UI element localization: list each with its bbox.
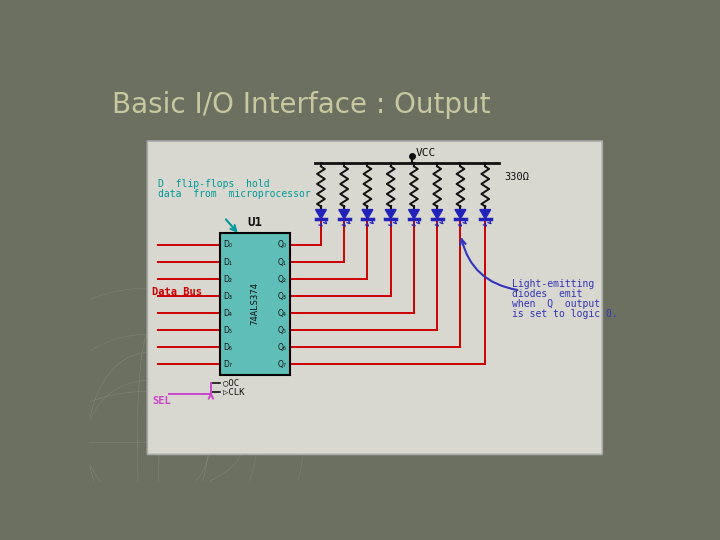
- Text: Data Bus: Data Bus: [152, 287, 202, 298]
- Text: Q₃: Q₃: [278, 292, 287, 301]
- Text: Light-emitting: Light-emitting: [513, 279, 595, 289]
- Text: D  flip-flops  hold: D flip-flops hold: [158, 179, 270, 189]
- Text: D₄: D₄: [223, 309, 232, 318]
- Text: 74ALS374: 74ALS374: [251, 282, 260, 326]
- Polygon shape: [480, 210, 490, 219]
- Text: D₀: D₀: [223, 240, 233, 249]
- Text: D₅: D₅: [223, 326, 233, 335]
- Text: 330Ω: 330Ω: [504, 172, 529, 182]
- Text: Q₁: Q₁: [278, 258, 287, 267]
- Text: D₇: D₇: [223, 360, 232, 369]
- Text: D₁: D₁: [223, 258, 232, 267]
- Text: Q₆: Q₆: [278, 343, 287, 352]
- Text: Q₇: Q₇: [278, 360, 287, 369]
- Polygon shape: [408, 210, 419, 219]
- Polygon shape: [339, 210, 350, 219]
- Polygon shape: [385, 210, 396, 219]
- Text: D₃: D₃: [223, 292, 233, 301]
- Text: Q₀: Q₀: [278, 240, 287, 249]
- Text: D₂: D₂: [223, 274, 233, 284]
- Text: Basic I/O Interface : Output: Basic I/O Interface : Output: [112, 91, 490, 119]
- Polygon shape: [315, 210, 326, 219]
- FancyBboxPatch shape: [220, 233, 290, 375]
- FancyBboxPatch shape: [148, 141, 602, 455]
- Text: data  from  microprocessor: data from microprocessor: [158, 189, 311, 199]
- Polygon shape: [455, 210, 466, 219]
- Text: Q₂: Q₂: [278, 274, 287, 284]
- Text: Q₄: Q₄: [278, 309, 287, 318]
- Text: VCC: VCC: [415, 148, 436, 158]
- Text: Q₅: Q₅: [278, 326, 287, 335]
- Text: diodes  emit: diodes emit: [513, 289, 583, 299]
- Polygon shape: [432, 210, 443, 219]
- Text: is set to logic 0.: is set to logic 0.: [513, 309, 618, 319]
- Polygon shape: [362, 210, 373, 219]
- Text: D₆: D₆: [223, 343, 233, 352]
- Text: ○OC: ○OC: [222, 379, 238, 387]
- Text: U1: U1: [248, 216, 263, 229]
- Text: SEL: SEL: [152, 396, 171, 406]
- Text: ▷CLK: ▷CLK: [222, 388, 244, 396]
- Text: when  Q  output: when Q output: [513, 299, 600, 309]
